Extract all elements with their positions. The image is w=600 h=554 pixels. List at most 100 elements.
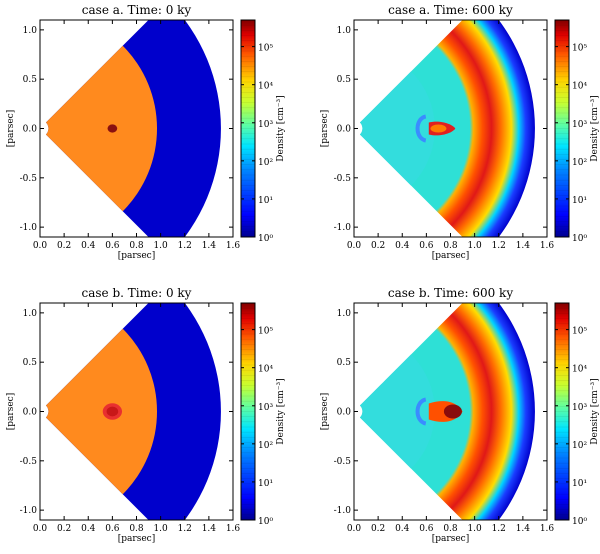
plot-area <box>45 303 221 520</box>
chart-title: case a. Time: 600 ky <box>388 3 513 17</box>
y-tick-label: -0.5 <box>20 457 38 467</box>
x-tick-label: 1.4 <box>202 524 217 534</box>
colorbar-tick-label: 10⁰ <box>572 517 587 527</box>
colorbar: 10⁰ 10¹ 10² 10³ 10⁴ 10⁵ Density [cm⁻³] <box>554 19 600 244</box>
tail-head <box>430 124 447 133</box>
y-tick-label: -1.0 <box>334 223 352 233</box>
colorbar: 10⁰ 10¹ 10² 10³ 10⁴ 10⁵ Density [cm⁻³] <box>554 302 600 527</box>
colorbar-gradient <box>554 19 570 238</box>
x-tick-label: 0.8 <box>129 524 144 534</box>
y-tick-label: -0.5 <box>334 457 352 467</box>
x-tick-label: 0.2 <box>371 241 385 251</box>
colorbar-label: Density [cm⁻³] <box>276 95 286 161</box>
envelope-region <box>45 328 158 495</box>
colorbar-tick-label: 10⁵ <box>258 44 273 54</box>
x-tick-label: 0.8 <box>443 241 458 251</box>
x-tick-label: 0.0 <box>33 241 48 251</box>
dense-clump <box>443 404 462 419</box>
colorbar-tick-label: 10³ <box>572 120 587 130</box>
y-axis-label: [parsec] <box>320 393 330 430</box>
y-tick-label: -1.0 <box>20 506 38 516</box>
clump-marker <box>107 124 118 133</box>
y-tick-label: 0.0 <box>23 408 38 418</box>
colorbar-tick-label: 10³ <box>258 120 273 130</box>
x-tick-label: 0.6 <box>419 524 434 534</box>
x-tick-label: 0.2 <box>57 524 71 534</box>
y-tick-label: -1.0 <box>334 506 352 516</box>
x-tick-label: 1.4 <box>516 241 531 251</box>
chart-title: case b. Time: 600 ky <box>388 286 513 300</box>
x-tick-label: 1.6 <box>540 241 555 251</box>
trough-arc <box>415 114 427 143</box>
x-tick-label: 0.4 <box>81 524 96 534</box>
x-tick-label: 0.8 <box>443 524 458 534</box>
colorbar-tick-label: 10¹ <box>572 196 587 206</box>
x-axis-label: [parsec] <box>432 251 469 261</box>
plot-area <box>359 20 535 237</box>
x-tick-label: 1.6 <box>540 524 555 534</box>
x-tick-label: 1.4 <box>516 524 531 534</box>
chart-title: case a. Time: 0 ky <box>82 3 192 17</box>
y-axis-label: [parsec] <box>6 110 16 147</box>
colorbar-tick-label: 10⁴ <box>572 365 587 375</box>
x-tick-label: 0.4 <box>81 241 96 251</box>
colorbar-tick-label: 10⁵ <box>258 327 273 337</box>
x-tick-label: 1.0 <box>153 241 168 251</box>
y-tick-label: 1.0 <box>23 26 38 36</box>
x-tick-label: 0.2 <box>371 524 385 534</box>
colorbar-tick-label: 10² <box>572 441 587 451</box>
x-tick-label: 0.6 <box>105 241 120 251</box>
x-axis-label: [parsec] <box>432 534 469 544</box>
y-tick-label: -0.5 <box>20 174 38 184</box>
clump-core <box>106 406 119 417</box>
y-tick-label: 0.0 <box>337 408 352 418</box>
x-tick-label: 0.0 <box>347 241 362 251</box>
panel-3: case b. Time: 0 ky 0.0 0.2 0.4 0.6 0.8 1.0 1.2 1… <box>6 286 286 544</box>
x-tick-label: 0.6 <box>419 241 434 251</box>
x-axis-label: [parsec] <box>118 534 155 544</box>
colorbar: 10⁰ 10¹ 10² 10³ 10⁴ 10⁵ Density [cm⁻³] <box>240 302 286 527</box>
colorbar-tick-label: 10⁰ <box>572 234 587 244</box>
trough-arc <box>415 397 427 426</box>
plot-area <box>359 303 535 520</box>
colorbar-tick-label: 10³ <box>572 403 587 413</box>
colorbar-tick-label: 10⁴ <box>258 82 273 92</box>
x-tick-label: 0.6 <box>105 524 120 534</box>
colorbar-tick-label: 10² <box>572 158 587 168</box>
y-tick-label: 0.5 <box>337 75 352 85</box>
colorbar-tick-label: 10⁵ <box>572 44 587 54</box>
y-tick-label: -1.0 <box>20 223 38 233</box>
x-tick-label: 1.2 <box>492 524 506 534</box>
colorbar-tick-label: 10¹ <box>572 479 587 489</box>
x-tick-label: 0.8 <box>129 241 144 251</box>
x-tick-label: 0.0 <box>33 524 48 534</box>
y-tick-label: 0.5 <box>337 358 352 368</box>
x-tick-label: 1.2 <box>178 524 192 534</box>
colorbar: 10⁰ 10¹ 10² 10³ 10⁴ 10⁵ Density [cm⁻³] <box>240 19 286 244</box>
x-tick-label: 0.4 <box>395 524 410 534</box>
colorbar-gradient <box>240 19 256 238</box>
x-tick-label: 1.0 <box>153 524 168 534</box>
colorbar-tick-label: 10⁰ <box>258 234 273 244</box>
colorbar-gradient <box>240 302 256 521</box>
x-tick-label: 1.6 <box>226 524 241 534</box>
panel-2: case a. Time: 600 ky 0.0 0.2 0.4 0.6 0.8 1.0 1.… <box>320 3 600 261</box>
x-tick-label: 1.6 <box>226 241 241 251</box>
colorbar-tick-label: 10⁵ <box>572 327 587 337</box>
colorbar-tick-label: 10¹ <box>258 196 273 206</box>
y-tick-label: 0.0 <box>23 125 38 135</box>
colorbar-tick-label: 10² <box>258 441 273 451</box>
chart-title: case b. Time: 0 ky <box>82 286 192 300</box>
x-tick-label: 1.0 <box>467 241 482 251</box>
y-tick-label: 0.5 <box>23 358 38 368</box>
colorbar-label: Density [cm⁻³] <box>590 95 600 161</box>
plot-area <box>45 20 221 237</box>
x-tick-label: 1.0 <box>467 524 482 534</box>
colorbar-tick-label: 10⁴ <box>258 365 273 375</box>
y-tick-label: 1.0 <box>337 26 352 36</box>
panel-1: case a. Time: 0 ky 0.0 0.2 0.4 0.6 0.8 1.0 1.2 1… <box>6 3 286 261</box>
colorbar-label: Density [cm⁻³] <box>276 378 286 444</box>
colorbar-label: Density [cm⁻³] <box>590 378 600 444</box>
y-tick-label: -0.5 <box>334 174 352 184</box>
